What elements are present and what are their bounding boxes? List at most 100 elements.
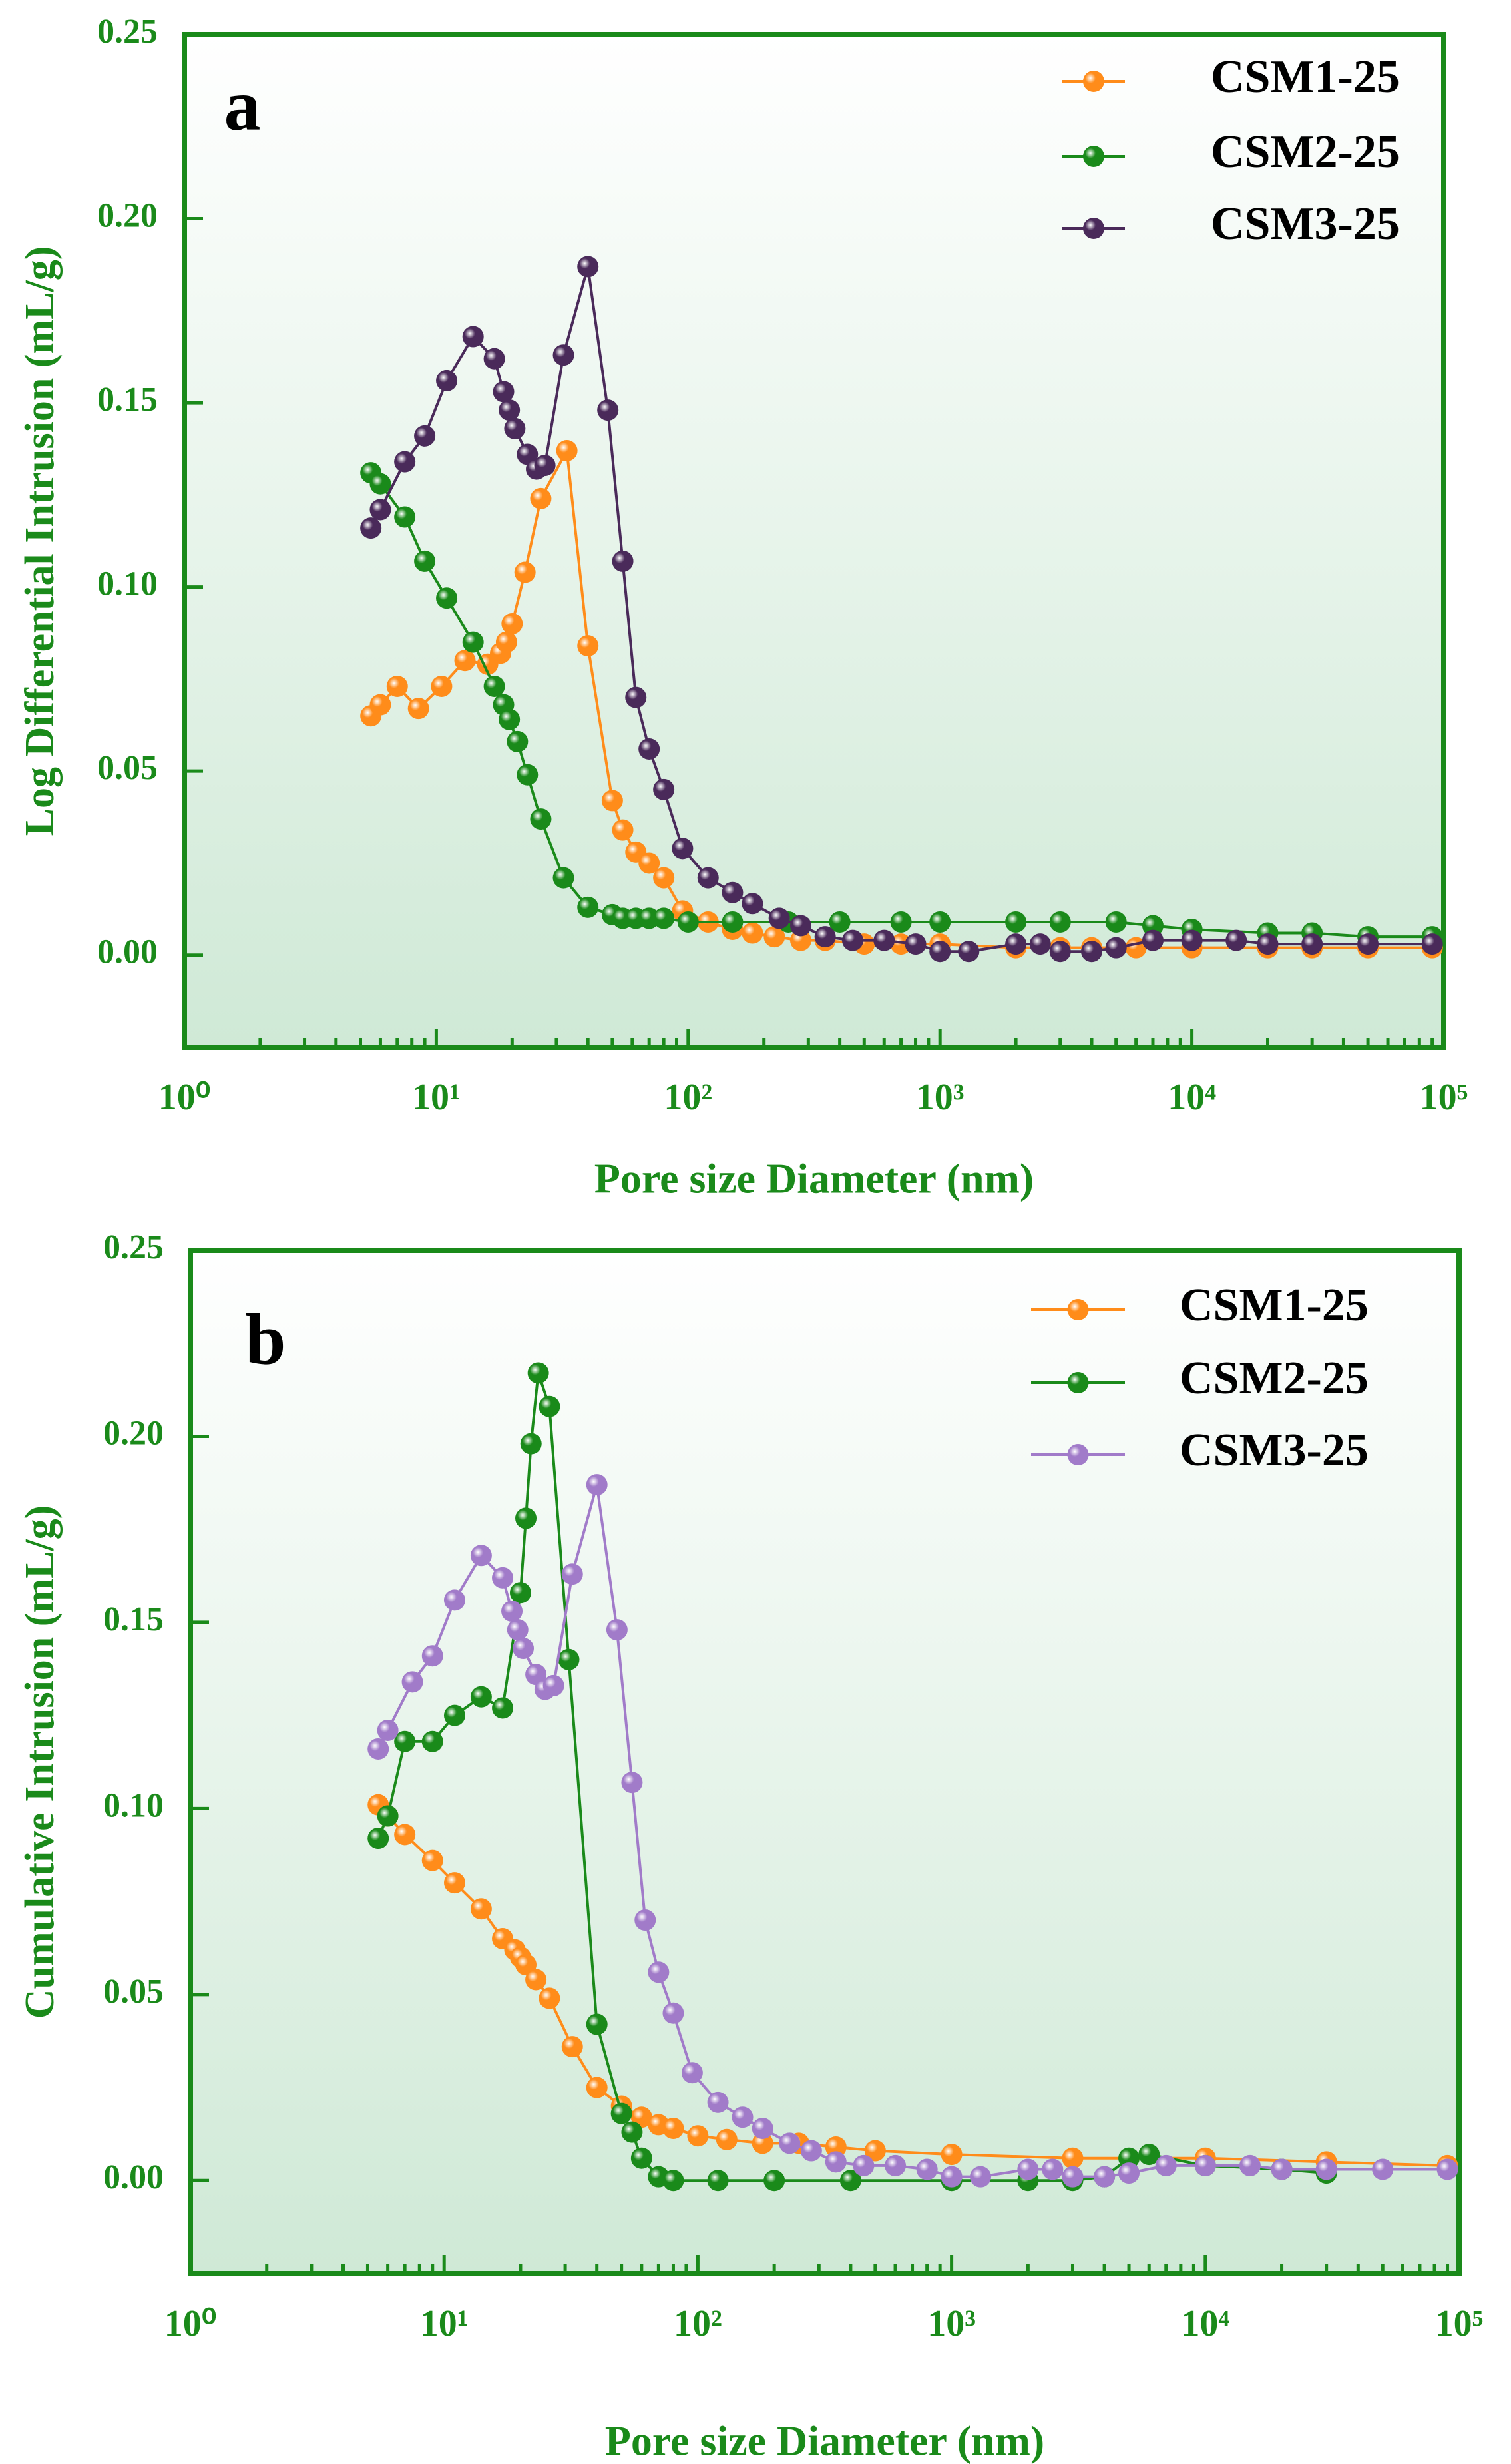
data-point [768,907,790,929]
data-point [539,1395,560,1417]
legend-marker [1083,71,1104,92]
legend-label: CSM1-25 [1180,1280,1369,1331]
data-point [1118,2147,1140,2169]
x-tick-label: 10⁴ [1181,2303,1229,2344]
data-point [1372,2158,1394,2180]
data-point [504,417,526,439]
data-point [653,778,675,800]
legend-label: CSM2-25 [1180,1353,1369,1404]
legend-label: CSM2-25 [1211,126,1400,178]
data-point [534,455,556,477]
data-point [707,2170,729,2192]
data-point [929,941,951,963]
data-point [1062,2166,1084,2188]
data-point [394,451,416,473]
data-point [779,2132,801,2154]
data-point [929,911,951,933]
data-point [707,2091,729,2113]
data-point [462,631,484,653]
data-point [648,1961,670,1983]
data-point [499,399,521,421]
data-point [1005,911,1027,933]
data-point [586,1474,608,1496]
data-point [681,2062,703,2084]
x-tick-label: 10⁴ [1168,1077,1216,1118]
data-point [367,1738,389,1760]
data-point [552,344,574,366]
y-tick-label: 0.00 [97,933,158,971]
data-point [1105,937,1127,959]
data-point [941,2144,963,2166]
data-point [443,1589,465,1611]
data-point [586,2013,608,2035]
data-point [763,2170,785,2192]
y-tick-label: 0.05 [97,749,158,787]
data-point [369,473,391,495]
data-point [1017,2158,1039,2180]
data-point [1239,2154,1261,2176]
data-point [401,1671,423,1693]
y-axis-label: Log Differential Intrusion (mL/g) [17,246,63,836]
data-point [561,1563,583,1585]
x-tick-label: 10¹ [412,1077,461,1118]
data-point [662,2002,684,2024]
data-point [470,1686,492,1708]
data-point [492,1567,514,1589]
data-point [825,2136,847,2158]
data-point [890,933,912,955]
data-point [483,348,505,370]
x-tick-label: 10⁵ [1435,2303,1484,2344]
data-point [1194,2154,1216,2176]
data-point [367,1828,389,1849]
data-point [630,2147,652,2169]
data-point [742,922,763,944]
data-point [612,819,634,841]
y-tick-label: 0.20 [97,196,158,234]
data-point [916,2158,938,2180]
data-point [1301,933,1323,955]
data-point [829,911,851,933]
data-point [601,790,623,812]
legend-marker [1083,146,1104,167]
data-point [638,738,660,760]
x-tick-label: 10³ [916,1077,965,1118]
data-point [470,1898,492,1920]
data-point [1225,929,1247,951]
data-point [577,635,599,657]
data-point [360,517,382,539]
data-point [470,1545,492,1567]
data-point [517,764,539,786]
data-point [495,631,517,653]
data-point [662,2170,684,2192]
data-point [885,2154,907,2176]
data-point [873,929,895,951]
data-point [530,808,552,830]
data-point [970,2166,992,2188]
y-tick-label: 0.10 [97,565,158,603]
data-point [1005,933,1027,955]
data-point [552,867,574,889]
data-point [905,933,927,955]
data-point [499,708,521,730]
data-point [853,2154,875,2176]
x-tick-label: 10¹ [420,2303,469,2344]
data-point [634,1909,656,1931]
data-point [1155,2154,1177,2176]
data-point [662,2118,684,2140]
data-point [677,911,699,933]
y-tick-label: 0.25 [103,1228,164,1266]
data-point [625,686,647,708]
data-point [653,867,675,889]
data-point [539,1987,560,2009]
legend-label: CSM1-25 [1211,51,1400,103]
data-point [1081,941,1103,963]
x-tick-label: 10² [674,2303,722,2344]
y-tick-label: 0.10 [103,1786,164,1824]
data-point [742,893,763,915]
data-point [597,399,619,421]
data-point [841,929,863,951]
data-point [606,1619,628,1641]
data-point [377,1805,399,1827]
data-point [722,911,744,933]
data-point [386,675,408,697]
